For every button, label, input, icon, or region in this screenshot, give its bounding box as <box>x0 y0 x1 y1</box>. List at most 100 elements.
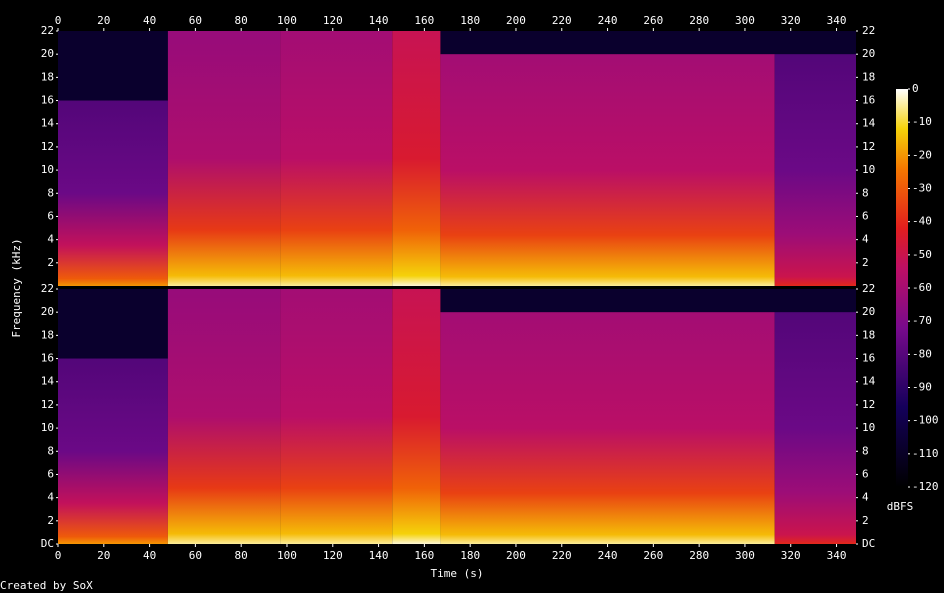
x-tick-label-top: 280 <box>689 14 709 27</box>
y-tick-label-right: 12 <box>862 398 875 411</box>
x-tick-label: 160 <box>414 549 434 562</box>
y-tick-label-right: 6 <box>862 467 869 480</box>
y-tick-label: DC <box>41 537 54 550</box>
y-tick-label-right: 2 <box>862 514 869 527</box>
y-tick-label: 10 <box>41 421 54 434</box>
y-tick-label-right: 14 <box>862 117 876 130</box>
y-axis-label: Frequency (kHz) <box>10 238 23 337</box>
y-tick-label-right: 20 <box>862 305 875 318</box>
x-tick-label-top: 60 <box>189 14 202 27</box>
spectrum-segment <box>440 54 775 286</box>
x-tick-label: 300 <box>735 549 755 562</box>
colorbar-tick-label: -60 <box>912 281 932 294</box>
y-tick-label-right: 22 <box>862 282 875 295</box>
spectrum-segment <box>58 358 168 544</box>
x-tick-label-top: 300 <box>735 14 755 27</box>
colorbar-tick-label: -80 <box>912 347 932 360</box>
x-tick-label: 200 <box>506 549 526 562</box>
y-tick-label: 16 <box>41 94 54 107</box>
spectrum-segment <box>392 31 441 286</box>
y-tick-label: 14 <box>41 117 55 130</box>
x-tick-label-top: 340 <box>827 14 847 27</box>
x-tick-label-top: 40 <box>143 14 156 27</box>
spectrum-segment <box>392 289 441 544</box>
y-tick-label: 22 <box>41 282 54 295</box>
y-tick-label: 16 <box>41 352 54 365</box>
x-tick-label: 60 <box>189 549 202 562</box>
y-tick-label: 4 <box>47 491 54 504</box>
y-tick-label-right: 12 <box>862 140 875 153</box>
y-tick-label: 18 <box>41 328 54 341</box>
y-tick-label-right: 8 <box>862 444 869 457</box>
colorbar-tick-label: 0 <box>912 82 919 95</box>
colorbar-tick-label: -110 <box>912 447 939 460</box>
y-tick-label: 10 <box>41 163 54 176</box>
x-tick-label-top: 220 <box>552 14 572 27</box>
colorbar-tick-label: -10 <box>912 115 932 128</box>
x-tick-label: 0 <box>55 549 62 562</box>
x-tick-label: 260 <box>643 549 663 562</box>
x-tick-label-top: 0 <box>55 14 62 27</box>
y-tick-label-right: DC <box>862 537 875 550</box>
x-tick-label: 220 <box>552 549 572 562</box>
y-tick-label: 20 <box>41 47 54 60</box>
x-axis-label: Time (s) <box>431 567 484 580</box>
y-tick-label: 2 <box>47 514 54 527</box>
x-tick-label-top: 20 <box>97 14 110 27</box>
x-tick-label-top: 100 <box>277 14 297 27</box>
spectrum-segment <box>167 289 281 544</box>
spectrum-segment <box>774 54 856 286</box>
colorbar-tick-label: -40 <box>912 215 932 228</box>
x-tick-label: 120 <box>323 549 343 562</box>
colorbar-tick-label: -50 <box>912 248 932 261</box>
colorbar-tick-label: -30 <box>912 182 932 195</box>
y-tick-label: 20 <box>41 305 54 318</box>
colorbar-tick-label: -100 <box>912 414 939 427</box>
spectrum-segment <box>58 100 168 286</box>
y-tick-label-right: 4 <box>862 491 869 504</box>
x-tick-label-top: 240 <box>598 14 618 27</box>
colorbar <box>896 89 908 487</box>
y-tick-label-right: 14 <box>862 375 876 388</box>
colorbar-tick-label: -20 <box>912 148 932 161</box>
x-tick-label-top: 260 <box>643 14 663 27</box>
y-tick-label-right: 10 <box>862 421 875 434</box>
y-tick-label-right: 8 <box>862 186 869 199</box>
y-tick-label: 4 <box>47 233 54 246</box>
x-tick-label: 100 <box>277 549 297 562</box>
spectrum-segment <box>167 31 281 286</box>
y-tick-label-right: 18 <box>862 328 875 341</box>
y-tick-label-right: 22 <box>862 24 875 37</box>
x-tick-label: 180 <box>460 549 480 562</box>
spectrum-segment <box>280 289 393 544</box>
x-tick-label-top: 140 <box>369 14 389 27</box>
x-tick-label: 20 <box>97 549 110 562</box>
y-tick-label-right: 16 <box>862 352 875 365</box>
x-tick-label-top: 80 <box>235 14 248 27</box>
colorbar-label: dBFS <box>887 500 914 513</box>
x-tick-label: 320 <box>781 549 801 562</box>
x-tick-label-top: 180 <box>460 14 480 27</box>
y-tick-label-right: 2 <box>862 256 869 269</box>
y-tick-label-right: 16 <box>862 94 875 107</box>
x-tick-label-top: 120 <box>323 14 343 27</box>
spectrum-segment <box>774 312 856 544</box>
y-tick-label-right: 4 <box>862 233 869 246</box>
x-tick-label: 340 <box>827 549 847 562</box>
y-tick-label: 14 <box>41 375 55 388</box>
y-tick-label-right: 20 <box>862 47 875 60</box>
x-tick-label: 40 <box>143 549 156 562</box>
x-tick-label-top: 160 <box>414 14 434 27</box>
y-tick-label: 2 <box>47 256 54 269</box>
y-tick-label-right: 18 <box>862 70 875 83</box>
y-tick-label: 6 <box>47 467 54 480</box>
x-tick-label: 240 <box>598 549 618 562</box>
colorbar-tick-label: -120 <box>912 480 939 493</box>
x-tick-label: 80 <box>235 549 248 562</box>
colorbar-tick-label: -90 <box>912 381 932 394</box>
y-tick-label-right: 6 <box>862 209 869 222</box>
colorbar-tick-label: -70 <box>912 314 932 327</box>
y-tick-label: 8 <box>47 444 54 457</box>
